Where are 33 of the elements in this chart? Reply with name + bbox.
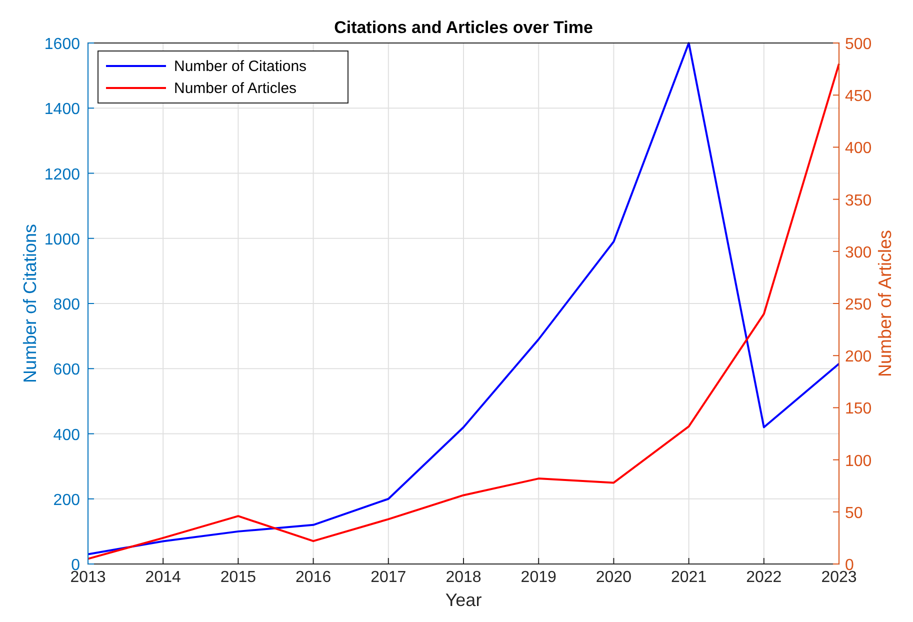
x-tick-label: 2020 [596,569,632,586]
y2-tick-label: 350 [845,192,872,210]
y-tick-label: 1200 [44,166,80,184]
y2-tick-label: 200 [845,348,872,366]
y2-tick-label: 100 [845,452,872,470]
y2-tick-label: 50 [845,504,863,522]
y2-tick-label: 250 [845,296,872,314]
x-tick-label: 2017 [370,569,406,586]
y2-tick-label: 500 [845,36,872,53]
x-axis-title: Year [445,590,482,610]
chart-title: Citations and Articles over Time [334,18,593,37]
x-tick-label: 2016 [296,569,332,586]
y-tick-label: 800 [53,296,80,314]
y-tick-label: 1000 [44,231,80,248]
x-tick-label: 2018 [446,569,482,586]
y-tick-label: 600 [53,362,80,379]
y-tick-label: 1400 [44,101,80,118]
legend-label: Number of Articles [174,80,297,97]
y2-tick-label: 400 [845,140,872,158]
x-tick-label: 2022 [746,569,782,586]
x-tick-label: 2014 [145,569,181,586]
y-axis-title: Number of Citations [20,224,40,384]
y-tick-label: 200 [53,492,80,509]
y2-tick-label: 450 [845,88,872,106]
y2-axis-title: Number of Articles [875,230,895,378]
y-tick-label: 1600 [44,36,80,53]
y-tick-label: 400 [53,426,80,444]
x-tick-label: 2015 [220,569,256,586]
y2-tick-label: 300 [845,244,872,262]
x-tick-label: 2019 [520,569,556,586]
x-tick-label: 2021 [671,569,707,586]
y2-tick-label: 150 [845,400,872,418]
legend-label: Number of Citations [174,58,307,75]
